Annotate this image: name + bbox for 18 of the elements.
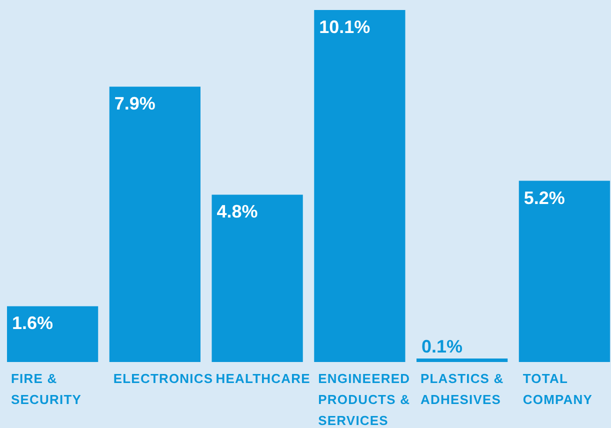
data-label: 0.1% [422, 336, 463, 357]
data-label: 4.8% [216, 202, 258, 222]
x-tick-label: ENGINEERED PRODUCTS & SERVICES [318, 371, 410, 428]
bar [109, 86, 200, 362]
x-tick-label: HEALTHCARE [216, 371, 310, 386]
data-label: 5.2% [524, 188, 565, 208]
x-tick-label: TOTAL COMPANY [522, 371, 593, 407]
data-label: 1.6% [12, 313, 54, 334]
bar [518, 180, 610, 362]
x-tick-label: PLASTICS & ADHESIVES [420, 371, 504, 407]
data-label: 10.1% [319, 17, 370, 37]
x-tick-label: ELECTRONICS [113, 371, 214, 386]
data-label: 7.9% [114, 94, 156, 114]
bar [212, 194, 303, 362]
x-tick-label: FIRE & SECURITY [11, 371, 82, 407]
bar [7, 306, 98, 362]
bar [314, 10, 406, 362]
bar [416, 358, 508, 362]
